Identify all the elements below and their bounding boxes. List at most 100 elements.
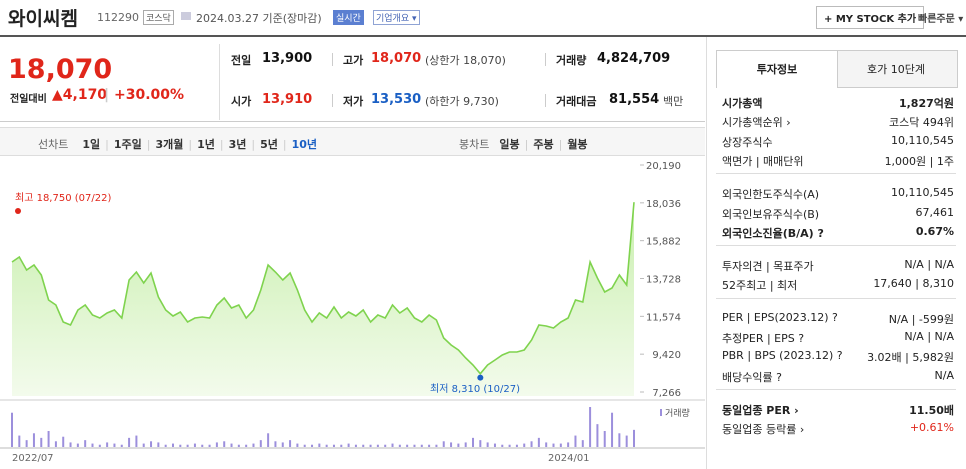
info-row: 동일업종 PER › 11.50배 (722, 402, 954, 418)
info-row: 시가총액 1,827억원 (722, 95, 954, 111)
volume-bar (618, 433, 621, 447)
candle-tab[interactable]: 주봉 (533, 138, 554, 151)
info-label: 배당수익률 ? (722, 370, 782, 384)
info-label: 시가총액 (722, 97, 763, 110)
info-value: 17,640 | 8,310 (873, 277, 954, 291)
volume-bar (193, 443, 196, 447)
volume-bar (567, 442, 570, 447)
tab-group-label: 봉차트 (459, 138, 490, 151)
volume-bar (354, 444, 357, 447)
volume-bar (362, 444, 365, 447)
volume-bar (486, 442, 489, 447)
info-value: 3.02배 | 5,982원 (867, 351, 954, 365)
info-label: 52주최고 | 최저 (722, 279, 798, 293)
info-value: 10,110,545 (891, 186, 954, 200)
quote-value: 4,824,709 (597, 51, 671, 66)
volume-bar (289, 440, 292, 447)
candle-tabs: 봉차트 일봉 | 주봉 | 월봉 (459, 133, 588, 152)
volume-bar (625, 435, 628, 447)
volume-bar (515, 444, 518, 447)
separator (332, 53, 333, 66)
volume-bar (91, 443, 94, 447)
volume-bar (406, 444, 409, 447)
volume-bar (208, 444, 211, 447)
group-divider (716, 297, 956, 299)
volume-bar (245, 444, 248, 447)
quote-note: (상한가 18,070) (425, 54, 506, 67)
info-value: N/A | -599원 (888, 312, 954, 326)
quote-value: 81,554 (609, 92, 660, 107)
volume-bar (508, 444, 511, 447)
volume-bar (69, 442, 72, 447)
info-label: 액면가 | 매매단위 (722, 154, 804, 168)
info-label: PER | EPS(2023.12) ? (722, 310, 838, 324)
period-tab[interactable]: 3년 (228, 138, 247, 151)
volume-bar (186, 444, 189, 447)
info-label: 외국인소진율(B/A) ? (722, 226, 824, 240)
volume-bar (171, 443, 174, 447)
min-dot (477, 374, 484, 381)
period-tab[interactable]: 1년 (197, 138, 215, 151)
quote-note: 백만 (663, 95, 684, 108)
clock-icon (181, 12, 191, 20)
y-tick-label: 13,728 (646, 275, 681, 286)
separator: | (558, 138, 563, 151)
info-value: +0.61% (909, 421, 954, 435)
volume-bar (84, 440, 87, 447)
volume-bar (142, 443, 145, 447)
info-label: 동일업종 등락률 › (722, 423, 805, 437)
period-tabs: 선차트 1일 | 1주일 | 3개월 | 1년 | 3년 | 5년 | 10년 (38, 133, 317, 152)
volume-bar (369, 444, 372, 447)
volume-bar (252, 443, 255, 447)
candle-tab[interactable]: 일봉 (499, 138, 520, 151)
volume-bar (201, 444, 204, 447)
volume-bar (230, 443, 233, 447)
volume-bar (611, 412, 614, 447)
volume-bar (18, 435, 21, 447)
y-tick-label: 20,190 (646, 161, 681, 172)
volume-bar (523, 443, 526, 447)
y-tick-label: 7,266 (652, 388, 681, 399)
info-row: 배당수익률 ? N/A (722, 369, 954, 385)
company-button[interactable]: 기업개요 ▾ (373, 10, 420, 25)
mystock-button[interactable]: + MY STOCK 추가 (816, 6, 925, 29)
info-row: 추정PER | EPS ? N/A | N/A (722, 330, 954, 346)
quote-label: 시가 (231, 95, 252, 108)
separator: | (219, 138, 224, 151)
divider (219, 44, 220, 120)
volume-bar (32, 433, 35, 447)
change-label: 전일대비 (10, 94, 47, 105)
period-tab[interactable]: 3개월 (155, 138, 184, 151)
info-value: 1,827억원 (898, 97, 954, 110)
invest-tab[interactable]: 투자정보 (756, 63, 798, 76)
period-tab[interactable]: 1일 (82, 138, 101, 151)
volume-bar (537, 437, 540, 447)
invest-tab[interactable]: 호가 10단계 (867, 63, 925, 76)
volume-bar (311, 444, 314, 447)
volume-bar (303, 444, 306, 447)
tab-group-label: 선차트 (38, 138, 69, 151)
info-row: 상장주식수 10,110,545 (722, 134, 954, 150)
volume-bar (135, 435, 138, 447)
x-label: 2024/01 (548, 453, 590, 464)
quick-order[interactable]: 빠른주문 ▾ (918, 14, 964, 25)
candle-tab[interactable]: 월봉 (567, 138, 588, 151)
volume-bar (545, 442, 548, 447)
divider (706, 37, 707, 469)
volume-bar (376, 444, 379, 447)
volume-bar (325, 444, 328, 447)
change: ▲4,170 (52, 87, 108, 103)
volume-bar (450, 442, 453, 447)
market-badge: 코스닥 (143, 10, 174, 25)
info-value: N/A (934, 368, 954, 382)
period-tab[interactable]: 10년 (291, 138, 318, 151)
volume-bar (150, 441, 153, 447)
info-label: 외국인한도주식수(A) (722, 188, 820, 202)
info-label: 동일업종 PER › (722, 403, 799, 417)
info-label: 시가총액순위 › (722, 116, 791, 130)
period-tab[interactable]: 5년 (260, 138, 278, 151)
separator (545, 94, 546, 107)
volume-bar (106, 442, 109, 447)
period-tab[interactable]: 1주일 (113, 138, 142, 151)
